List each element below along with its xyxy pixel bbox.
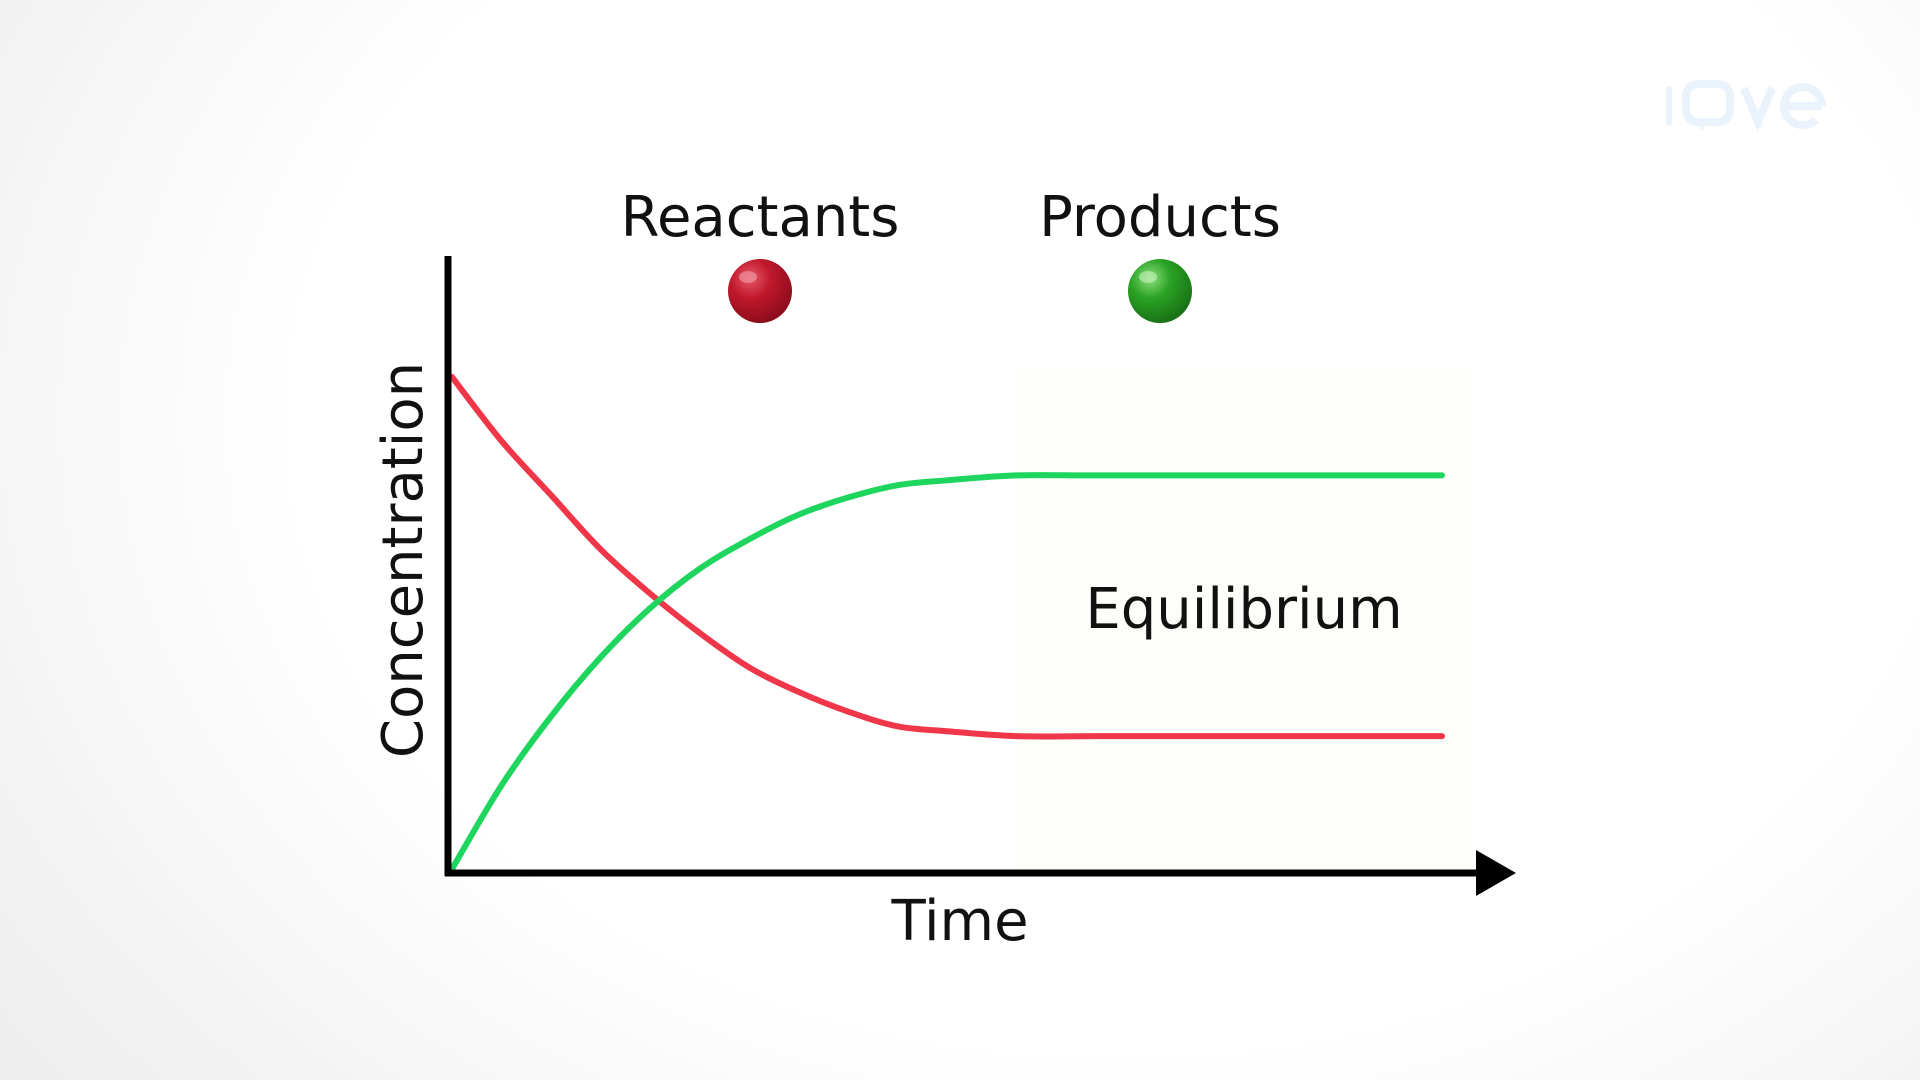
series-line-reactants: [449, 374, 1445, 740]
legend-marker-reactants-highlight: [739, 271, 757, 283]
y-axis-label: Concentration: [371, 362, 436, 758]
jove-logo: [1666, 80, 1826, 133]
equilibrium-annotation: Equilibrium: [1085, 577, 1402, 642]
legend-label-products: Products: [1039, 185, 1281, 250]
x-axis-arrowhead: [1476, 850, 1516, 896]
legend-marker-products-highlight: [1139, 271, 1157, 283]
legend-marker-products: [1128, 259, 1192, 323]
legend: Reactants Products: [621, 185, 1281, 323]
series-line-products: [449, 472, 1445, 872]
x-axis-label: Time: [890, 889, 1028, 954]
legend-label-reactants: Reactants: [621, 185, 900, 250]
equilibrium-region: [1016, 370, 1472, 869]
series-layer: [449, 374, 1445, 872]
legend-marker-reactants: [728, 259, 792, 323]
